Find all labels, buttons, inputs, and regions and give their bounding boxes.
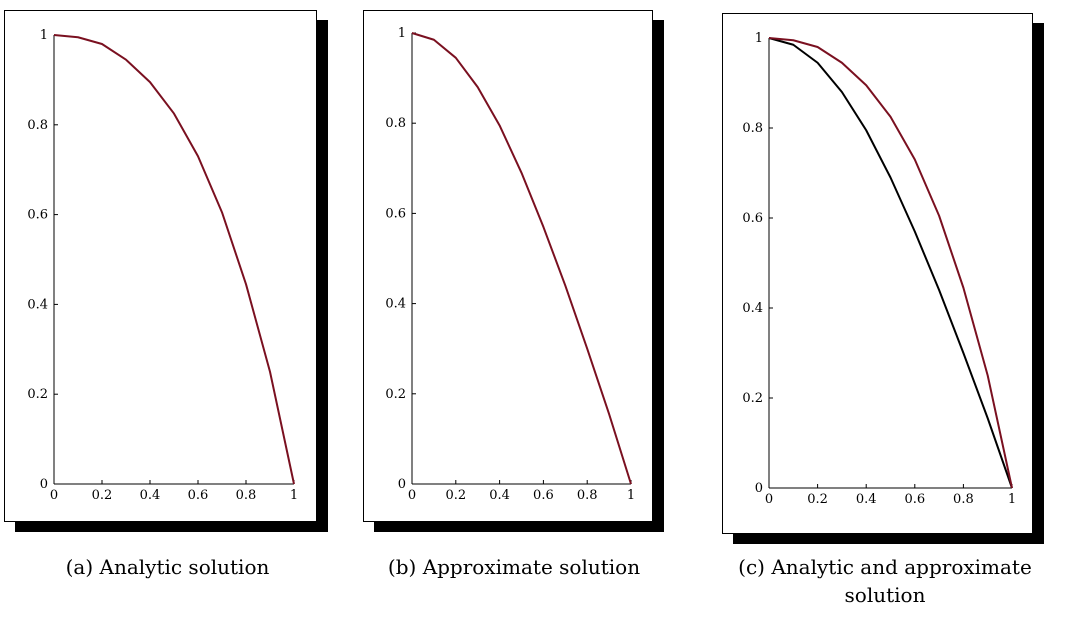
y-tick-label: 0.4	[385, 297, 406, 312]
y-tick-label: 0	[755, 481, 763, 496]
x-tick-label: 0.8	[953, 492, 974, 507]
x-tick-label: 0.6	[533, 488, 554, 503]
x-tick-label: 0	[408, 488, 416, 503]
caption-a: (a) Analytic solution	[65, 555, 270, 579]
y-tick-label: 0.2	[385, 387, 406, 402]
y-tick-label: 1	[755, 31, 763, 46]
x-tick-label: 0.2	[445, 488, 466, 503]
x-tick-label: 0.4	[140, 488, 161, 503]
y-tick-label: 1	[398, 26, 406, 41]
chart-b: 0 0.2 0.4 0.6 0.8 1 0 0.2 0.4 0.6 0.8 1	[385, 26, 635, 503]
x-tick-label: 1	[627, 488, 635, 503]
y-tick-label: 0.6	[385, 206, 406, 221]
y-tick-label: 0.4	[27, 297, 48, 312]
x-tick-label: 0.6	[188, 488, 209, 503]
y-tick-label: 0	[398, 477, 406, 492]
chart-a: 0 0.2 0.4 0.6 0.8 1 0 0.2 0.4 0.6 0.8 1	[27, 28, 298, 503]
x-tick-label: 1	[1008, 492, 1016, 507]
series-line-1	[768, 37, 1013, 489]
x-tick-label: 0.8	[236, 488, 257, 503]
x-tick-label: 1	[290, 488, 298, 503]
caption-c: (c) Analytic and approximate solution	[738, 555, 1032, 607]
x-tick-label: 0	[765, 492, 773, 507]
series-line-0	[768, 37, 1013, 489]
x-tick-label: 0.4	[489, 488, 510, 503]
y-tick-label: 1	[40, 28, 48, 43]
chart-frame	[363, 10, 653, 522]
x-tick-label: 0	[50, 488, 58, 503]
y-tick-label: 0.2	[27, 387, 48, 402]
x-tick-label: 0.6	[904, 492, 925, 507]
x-tick-label: 0.2	[807, 492, 828, 507]
y-tick-label: 0.4	[742, 301, 763, 316]
panel-b: 0 0.2 0.4 0.6 0.8 1 0 0.2 0.4 0.6 0.8 1 (b) Approxi…	[363, 10, 664, 579]
y-tick-label: 0	[40, 477, 48, 492]
x-tick-label: 0.8	[577, 488, 598, 503]
y-tick-label: 0.8	[27, 118, 48, 133]
y-tick-label: 0.6	[742, 211, 763, 226]
chart-c: 0 0.2 0.4 0.6 0.8 1 0 0.2 0.4 0.6 0.8 1	[742, 31, 1016, 507]
y-tick-label: 0.8	[385, 116, 406, 131]
y-tick-label: 0.8	[742, 121, 763, 136]
panel-a: 0 0.2 0.4 0.6 0.8 1 0 0.2 0.4 0.6 0.8 1 (a) Analyti…	[0, 0, 340, 617]
series-line-0	[411, 32, 632, 485]
caption-b: (b) Approximate solution	[387, 555, 641, 579]
y-tick-label: 0.2	[742, 391, 763, 406]
series-line-0	[53, 34, 295, 485]
x-tick-label: 0.2	[92, 488, 113, 503]
y-tick-label: 0.6	[27, 208, 48, 223]
x-tick-label: 0.4	[856, 492, 877, 507]
